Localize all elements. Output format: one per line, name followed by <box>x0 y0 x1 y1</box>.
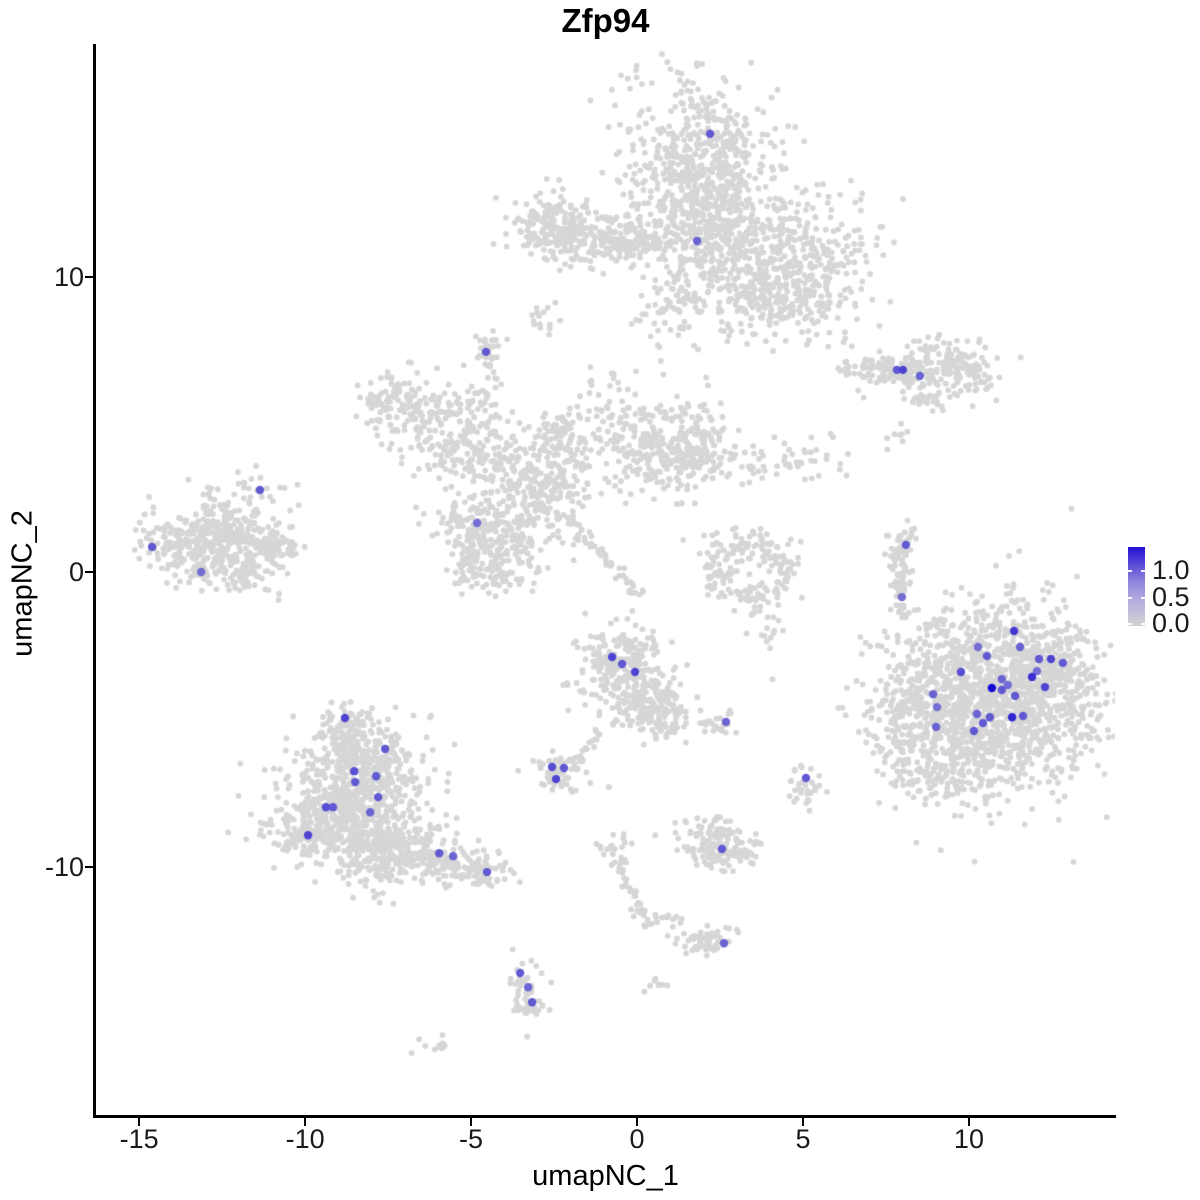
legend-tick-mark <box>1128 623 1132 625</box>
x-axis-line <box>93 1115 1116 1118</box>
y-axis-title: umapNC_2 <box>6 510 39 657</box>
legend-value-label: 1.0 <box>1152 555 1190 585</box>
y-tick-mark <box>85 275 93 278</box>
legend-value-label: 0.0 <box>1152 608 1190 638</box>
legend-tick-mark <box>1141 623 1145 625</box>
x-tick-mark <box>636 1118 639 1126</box>
legend-tick-mark <box>1128 570 1132 572</box>
legend-tick-mark <box>1141 596 1145 599</box>
x-tick-label: 10 <box>953 1124 984 1154</box>
legend-tick-mark <box>1128 596 1132 599</box>
x-tick-mark <box>967 1118 970 1126</box>
y-tick-mark <box>85 866 93 869</box>
x-tick-label: -10 <box>285 1124 325 1154</box>
x-tick-label: 0 <box>629 1124 645 1154</box>
legend-gradient-bar <box>1128 547 1145 626</box>
x-tick-mark <box>470 1118 473 1126</box>
legend-value-label: 0.5 <box>1152 581 1190 612</box>
x-tick-label: -15 <box>119 1124 159 1154</box>
y-tick-label: -10 <box>44 852 84 883</box>
x-tick-mark <box>801 1118 804 1126</box>
x-tick-mark <box>304 1118 307 1126</box>
x-tick-label: 5 <box>795 1124 811 1154</box>
y-axis-line <box>93 44 96 1118</box>
x-tick-mark <box>138 1118 141 1126</box>
x-tick-label: -5 <box>459 1124 484 1154</box>
x-axis-title: umapNC_1 <box>532 1160 679 1192</box>
y-tick-label: 10 <box>53 261 84 292</box>
y-tick-mark <box>85 571 93 573</box>
y-tick-label: 0 <box>68 557 84 587</box>
legend-tick-mark <box>1141 570 1145 572</box>
